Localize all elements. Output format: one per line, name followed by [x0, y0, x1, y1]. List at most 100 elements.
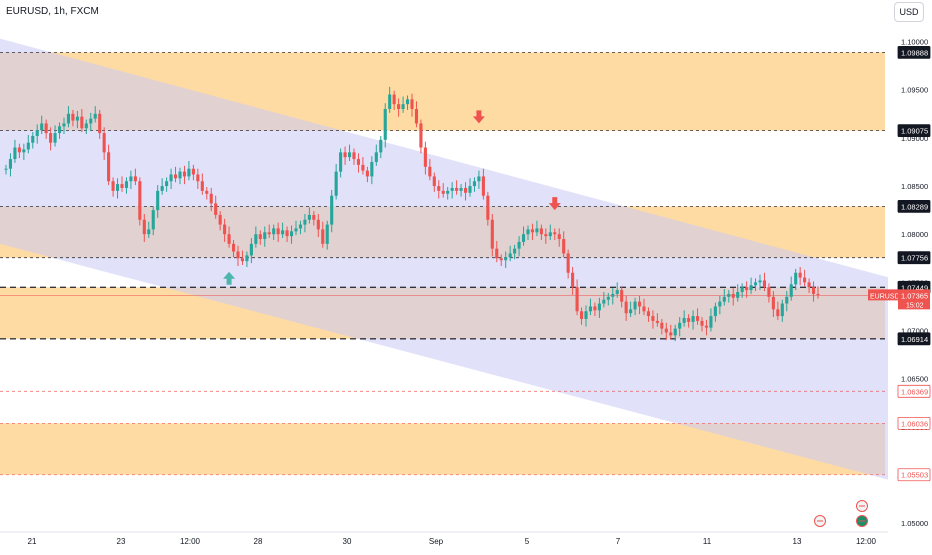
candle-body: [285, 230, 289, 237]
candle-body: [365, 170, 369, 177]
candle-body: [84, 123, 88, 129]
symbol-tag-label: EURUSD: [870, 293, 900, 300]
candle-body: [397, 104, 401, 109]
candle-body: [267, 232, 271, 235]
candle-body: [49, 133, 53, 143]
arrow-down-icon: [548, 197, 561, 211]
candles: [4, 86, 820, 342]
candle-body: [771, 296, 775, 310]
level-price-label: 1.09888: [901, 48, 928, 57]
candle-body: [463, 187, 468, 193]
candle-body: [240, 258, 245, 262]
candle-body: [633, 301, 637, 310]
candle-body: [521, 234, 526, 242]
candle-body: [410, 99, 414, 109]
candle-body: [731, 293, 735, 298]
candle-body: [334, 171, 338, 196]
candle-body: [468, 186, 472, 193]
trend-channel: [0, 38, 900, 483]
currency-button[interactable]: USD: [894, 2, 924, 22]
candle-body: [816, 293, 820, 295]
candle-body: [196, 174, 200, 182]
price-tick-label: 1.05000: [901, 519, 928, 528]
candle-body: [22, 149, 26, 153]
level-price-label: 1.05503: [901, 471, 928, 480]
candle-body: [736, 292, 740, 298]
candle-body: [245, 255, 249, 262]
candle-body: [307, 214, 311, 220]
candle-body: [597, 303, 601, 311]
candle-body: [566, 253, 570, 273]
candle-body: [642, 306, 646, 312]
candle-body: [178, 171, 182, 179]
candle-body: [669, 332, 673, 336]
candle-body: [713, 306, 717, 317]
candle-body: [776, 309, 780, 317]
candle-body: [160, 186, 164, 191]
candle-body: [575, 287, 579, 312]
candle-body: [700, 320, 704, 326]
candle-body: [794, 272, 798, 285]
candle-body: [803, 277, 807, 283]
candle-body: [31, 135, 35, 143]
time-tick-label: 30: [343, 537, 352, 546]
candle-body: [370, 161, 374, 177]
candle-body: [651, 316, 655, 321]
candle-body: [535, 228, 539, 233]
price-tick-label: 1.09500: [901, 86, 928, 95]
candle-body: [682, 318, 686, 323]
price-axis: [888, 0, 932, 550]
price-tick-label: 1.07000: [901, 327, 928, 336]
level-price-tag: [897, 251, 931, 265]
candle-body: [477, 176, 481, 182]
candle-body: [718, 301, 722, 307]
candle-body: [441, 190, 445, 194]
candle-body: [499, 258, 503, 261]
level-price-label: 1.07756: [901, 254, 928, 263]
candle-body: [120, 184, 124, 188]
candle-body: [44, 123, 48, 134]
candle-body: [352, 152, 356, 160]
candle-body: [298, 224, 303, 229]
candle-body: [432, 176, 436, 187]
candle-body: [539, 228, 543, 235]
candle-body: [62, 123, 66, 127]
candle-body: [4, 168, 8, 170]
candle-body: [343, 152, 347, 158]
candle-body: [272, 228, 276, 235]
candle-body: [481, 176, 485, 196]
candle-body: [401, 104, 405, 109]
candle-body: [75, 116, 79, 121]
candle-body: [276, 228, 280, 235]
candle-body: [767, 287, 771, 297]
candle-body: [459, 187, 463, 191]
candle-body: [35, 130, 39, 136]
candle-body: [107, 152, 111, 182]
candle-body: [156, 190, 160, 211]
candle-body: [637, 301, 642, 307]
time-tick-label: 7: [616, 537, 621, 546]
level-price-tag: [897, 332, 931, 346]
candle-body: [129, 176, 133, 182]
countdown-label: 15:02: [906, 302, 924, 309]
candle-body: [548, 232, 552, 237]
level-price-tag: [897, 384, 931, 398]
time-tick-label: 12:00: [856, 537, 877, 546]
candle-body: [704, 325, 709, 328]
candle-body: [472, 181, 477, 187]
candle-body: [553, 232, 557, 235]
event-icons: [814, 500, 868, 527]
candle-body: [115, 184, 120, 191]
candle-body: [26, 142, 30, 150]
candle-body: [294, 228, 298, 232]
time-tick-label: 13: [793, 537, 802, 546]
candle-body: [147, 229, 151, 235]
candle-body: [526, 229, 530, 235]
candle-body: [727, 293, 731, 297]
candle-body: [102, 133, 106, 153]
candle-body: [629, 309, 633, 314]
price-tick-label: 1.08000: [901, 230, 928, 239]
candle-body: [133, 176, 137, 182]
